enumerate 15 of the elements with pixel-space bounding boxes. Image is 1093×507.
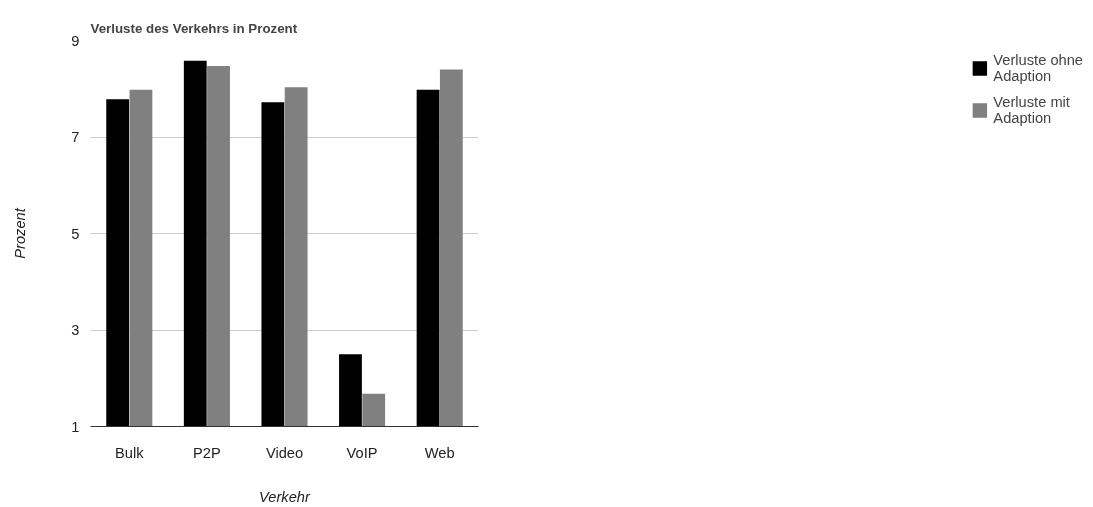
x-tick-label: Web (424, 444, 455, 461)
y-tick-label: 5 (71, 225, 80, 242)
y-tick-label: 7 (71, 129, 80, 145)
y-tick-label: 1 (71, 418, 80, 435)
y-axis-title: Prozent (12, 207, 29, 259)
y-tick-label: 9 (71, 32, 80, 49)
x-tick-label: P2P (193, 444, 221, 461)
chart-title: Verluste des Verkehrs in Prozent (90, 20, 298, 36)
x-axis-title: Verkehr (259, 488, 312, 505)
y-tick-label: 3 (71, 322, 80, 338)
x-tick-label: Video (265, 444, 304, 461)
legend-label: Verluste ohne Adaption (993, 51, 1083, 86)
x-tick-label: VoIP (346, 444, 378, 461)
legend-label: Verluste mit Adaption (993, 93, 1070, 128)
x-tick-label: Bulk (115, 444, 145, 461)
